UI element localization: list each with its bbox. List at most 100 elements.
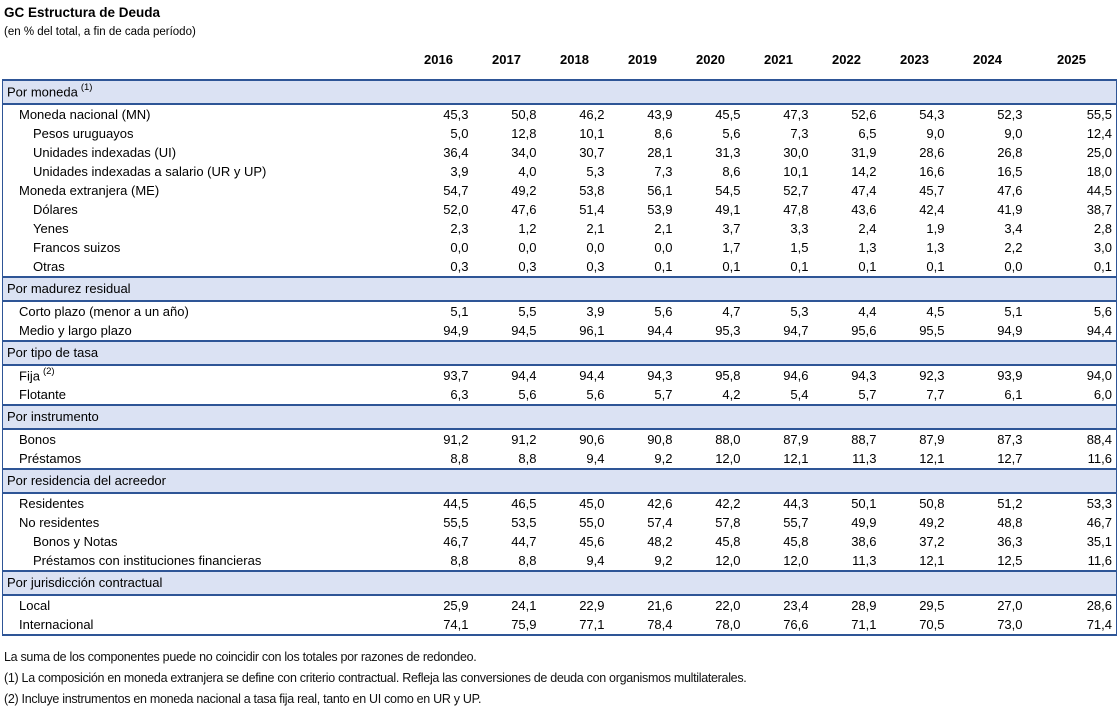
value-cell: 12,0 bbox=[783, 553, 809, 568]
row-label-text: Préstamos bbox=[19, 451, 82, 466]
row-label-text: Unidades indexadas (UI) bbox=[33, 145, 177, 160]
value-cell: 4,2 bbox=[722, 387, 741, 402]
value-cell: 94,4 bbox=[1026, 321, 1117, 341]
value-cell: 48,2 bbox=[647, 534, 673, 549]
value-cell: 12,5 bbox=[997, 553, 1023, 568]
value-cell: 1,7 bbox=[722, 240, 741, 255]
value-cell: 26,8 bbox=[997, 145, 1023, 160]
value-cell: 51,4 bbox=[579, 202, 605, 217]
value-cell: 44,5 bbox=[1026, 181, 1117, 200]
value-cell: 2,2 bbox=[1004, 240, 1023, 255]
value-cell: 9,2 bbox=[654, 451, 673, 466]
row-label: Residentes bbox=[2, 493, 405, 513]
section-header-cell: Por tipo de tasa bbox=[2, 340, 1117, 366]
row-label: Francos suizos bbox=[2, 238, 405, 257]
section-header-cell: Por residencia del acreedor bbox=[2, 468, 1117, 494]
row-label-text: Bonos y Notas bbox=[33, 534, 118, 549]
value-cell: 29,5 bbox=[919, 598, 945, 613]
value-cell: 2,3 bbox=[450, 221, 469, 236]
table-row: Francos suizos 0,0 0,0 0,0 0,0 1,7 1,5 1,3 1,3 2,… bbox=[2, 238, 1117, 257]
value-cell: 42,2 bbox=[715, 496, 741, 511]
value-cell: 74,1 bbox=[404, 615, 473, 636]
corner-cell bbox=[3, 47, 405, 80]
value-cell: 7,3 bbox=[790, 126, 809, 141]
year-header-row: 2016 2017 2018 2019 2020 2021 2022 2023 2024 2025 bbox=[3, 47, 1117, 80]
section-header-label: Por instrumento bbox=[7, 409, 99, 424]
value-cell: 3,0 bbox=[1026, 238, 1117, 257]
value-cell: 3,9 bbox=[450, 164, 469, 179]
value-cell: 6,5 bbox=[858, 126, 877, 141]
section-header-label: Por tipo de tasa bbox=[7, 345, 99, 360]
value-cell: 50,1 bbox=[851, 496, 877, 511]
year-header: 2025 bbox=[1057, 52, 1086, 67]
value-cell: 12,0 bbox=[715, 553, 741, 568]
row-label: Bonos bbox=[2, 429, 405, 449]
value-cell: 45,8 bbox=[783, 534, 809, 549]
value-cell: 76,6 bbox=[744, 615, 813, 636]
year-header: 2020 bbox=[696, 52, 725, 67]
value-cell: 11,3 bbox=[852, 553, 877, 568]
table-row: Pesos uruguayos 5,0 12,8 10,1 8,6 5,6 7,3 6,5 9,… bbox=[2, 124, 1117, 143]
table-row: Unidades indexadas a salario (UR y UP) 3,… bbox=[2, 162, 1117, 181]
table-row: Residentes 44,5 46,5 45,0 42,6 42,2 44,3 50,1 50… bbox=[2, 493, 1117, 513]
value-cell: 1,3 bbox=[926, 240, 945, 255]
table-row: Local 25,9 24,1 22,9 21,6 22,0 23,4 28,9 29,5 27,… bbox=[2, 595, 1117, 615]
value-cell: 91,2 bbox=[511, 432, 537, 447]
value-cell: 55,7 bbox=[783, 515, 809, 530]
value-cell: 28,1 bbox=[647, 145, 673, 160]
value-cell: 52,3 bbox=[997, 107, 1023, 122]
value-cell: 5,7 bbox=[654, 387, 673, 402]
value-cell: 87,9 bbox=[919, 432, 945, 447]
value-cell: 91,2 bbox=[443, 432, 469, 447]
value-cell: 12,1 bbox=[919, 451, 945, 466]
table-body: Por moneda (1) Moneda nacional (MN) 45,3 50,… bbox=[2, 79, 1117, 636]
value-cell: 38,7 bbox=[1026, 200, 1117, 219]
value-cell: 0,1 bbox=[654, 259, 673, 274]
value-cell: 46,5 bbox=[511, 496, 537, 511]
table-row: Otras 0,3 0,3 0,3 0,1 0,1 0,1 0,1 0,1 0,0 0,1 bbox=[2, 257, 1117, 277]
debt-structure-table: 2016 2017 2018 2019 2020 2021 2022 2023 2024 2025… bbox=[2, 47, 1117, 636]
value-cell: 0,1 bbox=[790, 259, 809, 274]
row-label-text: Dólares bbox=[33, 202, 78, 217]
row-label-text: Flotante bbox=[19, 387, 66, 402]
year-header-row: 2016 2017 2018 2019 2020 2021 2022 2023 2024 2025 bbox=[3, 47, 1117, 80]
value-cell: 5,6 bbox=[722, 126, 741, 141]
section-header-label: Por jurisdicción contractual bbox=[7, 575, 163, 590]
value-cell: 94,4 bbox=[511, 368, 537, 383]
year-header: 2018 bbox=[560, 52, 589, 67]
value-cell: 78,0 bbox=[676, 615, 745, 636]
value-cell: 23,4 bbox=[783, 598, 809, 613]
table-row: Yenes 2,3 1,2 2,1 2,1 3,7 3,3 2,4 1,9 3,4 2,8 bbox=[2, 219, 1117, 238]
value-cell: 49,9 bbox=[851, 515, 877, 530]
value-cell: 12,4 bbox=[1026, 124, 1117, 143]
value-cell: 1,2 bbox=[518, 221, 537, 236]
page-title: GC Estructura de Deuda bbox=[4, 5, 161, 20]
value-cell: 5,6 bbox=[586, 387, 605, 402]
section-header-row: Por tipo de tasa bbox=[2, 340, 1117, 366]
value-cell: 8,8 bbox=[450, 451, 469, 466]
row-label: Préstamos bbox=[2, 449, 405, 469]
value-cell: 45,5 bbox=[715, 107, 741, 122]
value-cell: 38,6 bbox=[851, 534, 877, 549]
value-cell: 4,7 bbox=[722, 304, 741, 319]
value-cell: 0,1 bbox=[858, 259, 877, 274]
row-label: Moneda extranjera (ME) bbox=[2, 181, 405, 200]
row-label: Yenes bbox=[2, 219, 405, 238]
value-cell: 6,3 bbox=[450, 387, 469, 402]
value-cell: 71,1 bbox=[812, 615, 881, 636]
row-label: Fija (2) bbox=[2, 365, 405, 385]
value-cell: 12,7 bbox=[997, 451, 1023, 466]
value-cell: 5,1 bbox=[450, 304, 469, 319]
table-row: Moneda nacional (MN) 45,3 50,8 46,2 43,9 45,5… bbox=[2, 104, 1117, 124]
value-cell: 54,3 bbox=[919, 107, 945, 122]
value-cell: 12,1 bbox=[783, 451, 809, 466]
value-cell: 49,1 bbox=[715, 202, 741, 217]
value-cell: 47,4 bbox=[851, 183, 877, 198]
row-label: Local bbox=[2, 595, 405, 615]
value-cell: 96,1 bbox=[579, 323, 605, 338]
value-cell: 25,0 bbox=[1026, 143, 1117, 162]
value-cell: 10,1 bbox=[783, 164, 809, 179]
value-cell: 2,1 bbox=[586, 221, 605, 236]
section-header-row: Por instrumento bbox=[2, 404, 1117, 430]
